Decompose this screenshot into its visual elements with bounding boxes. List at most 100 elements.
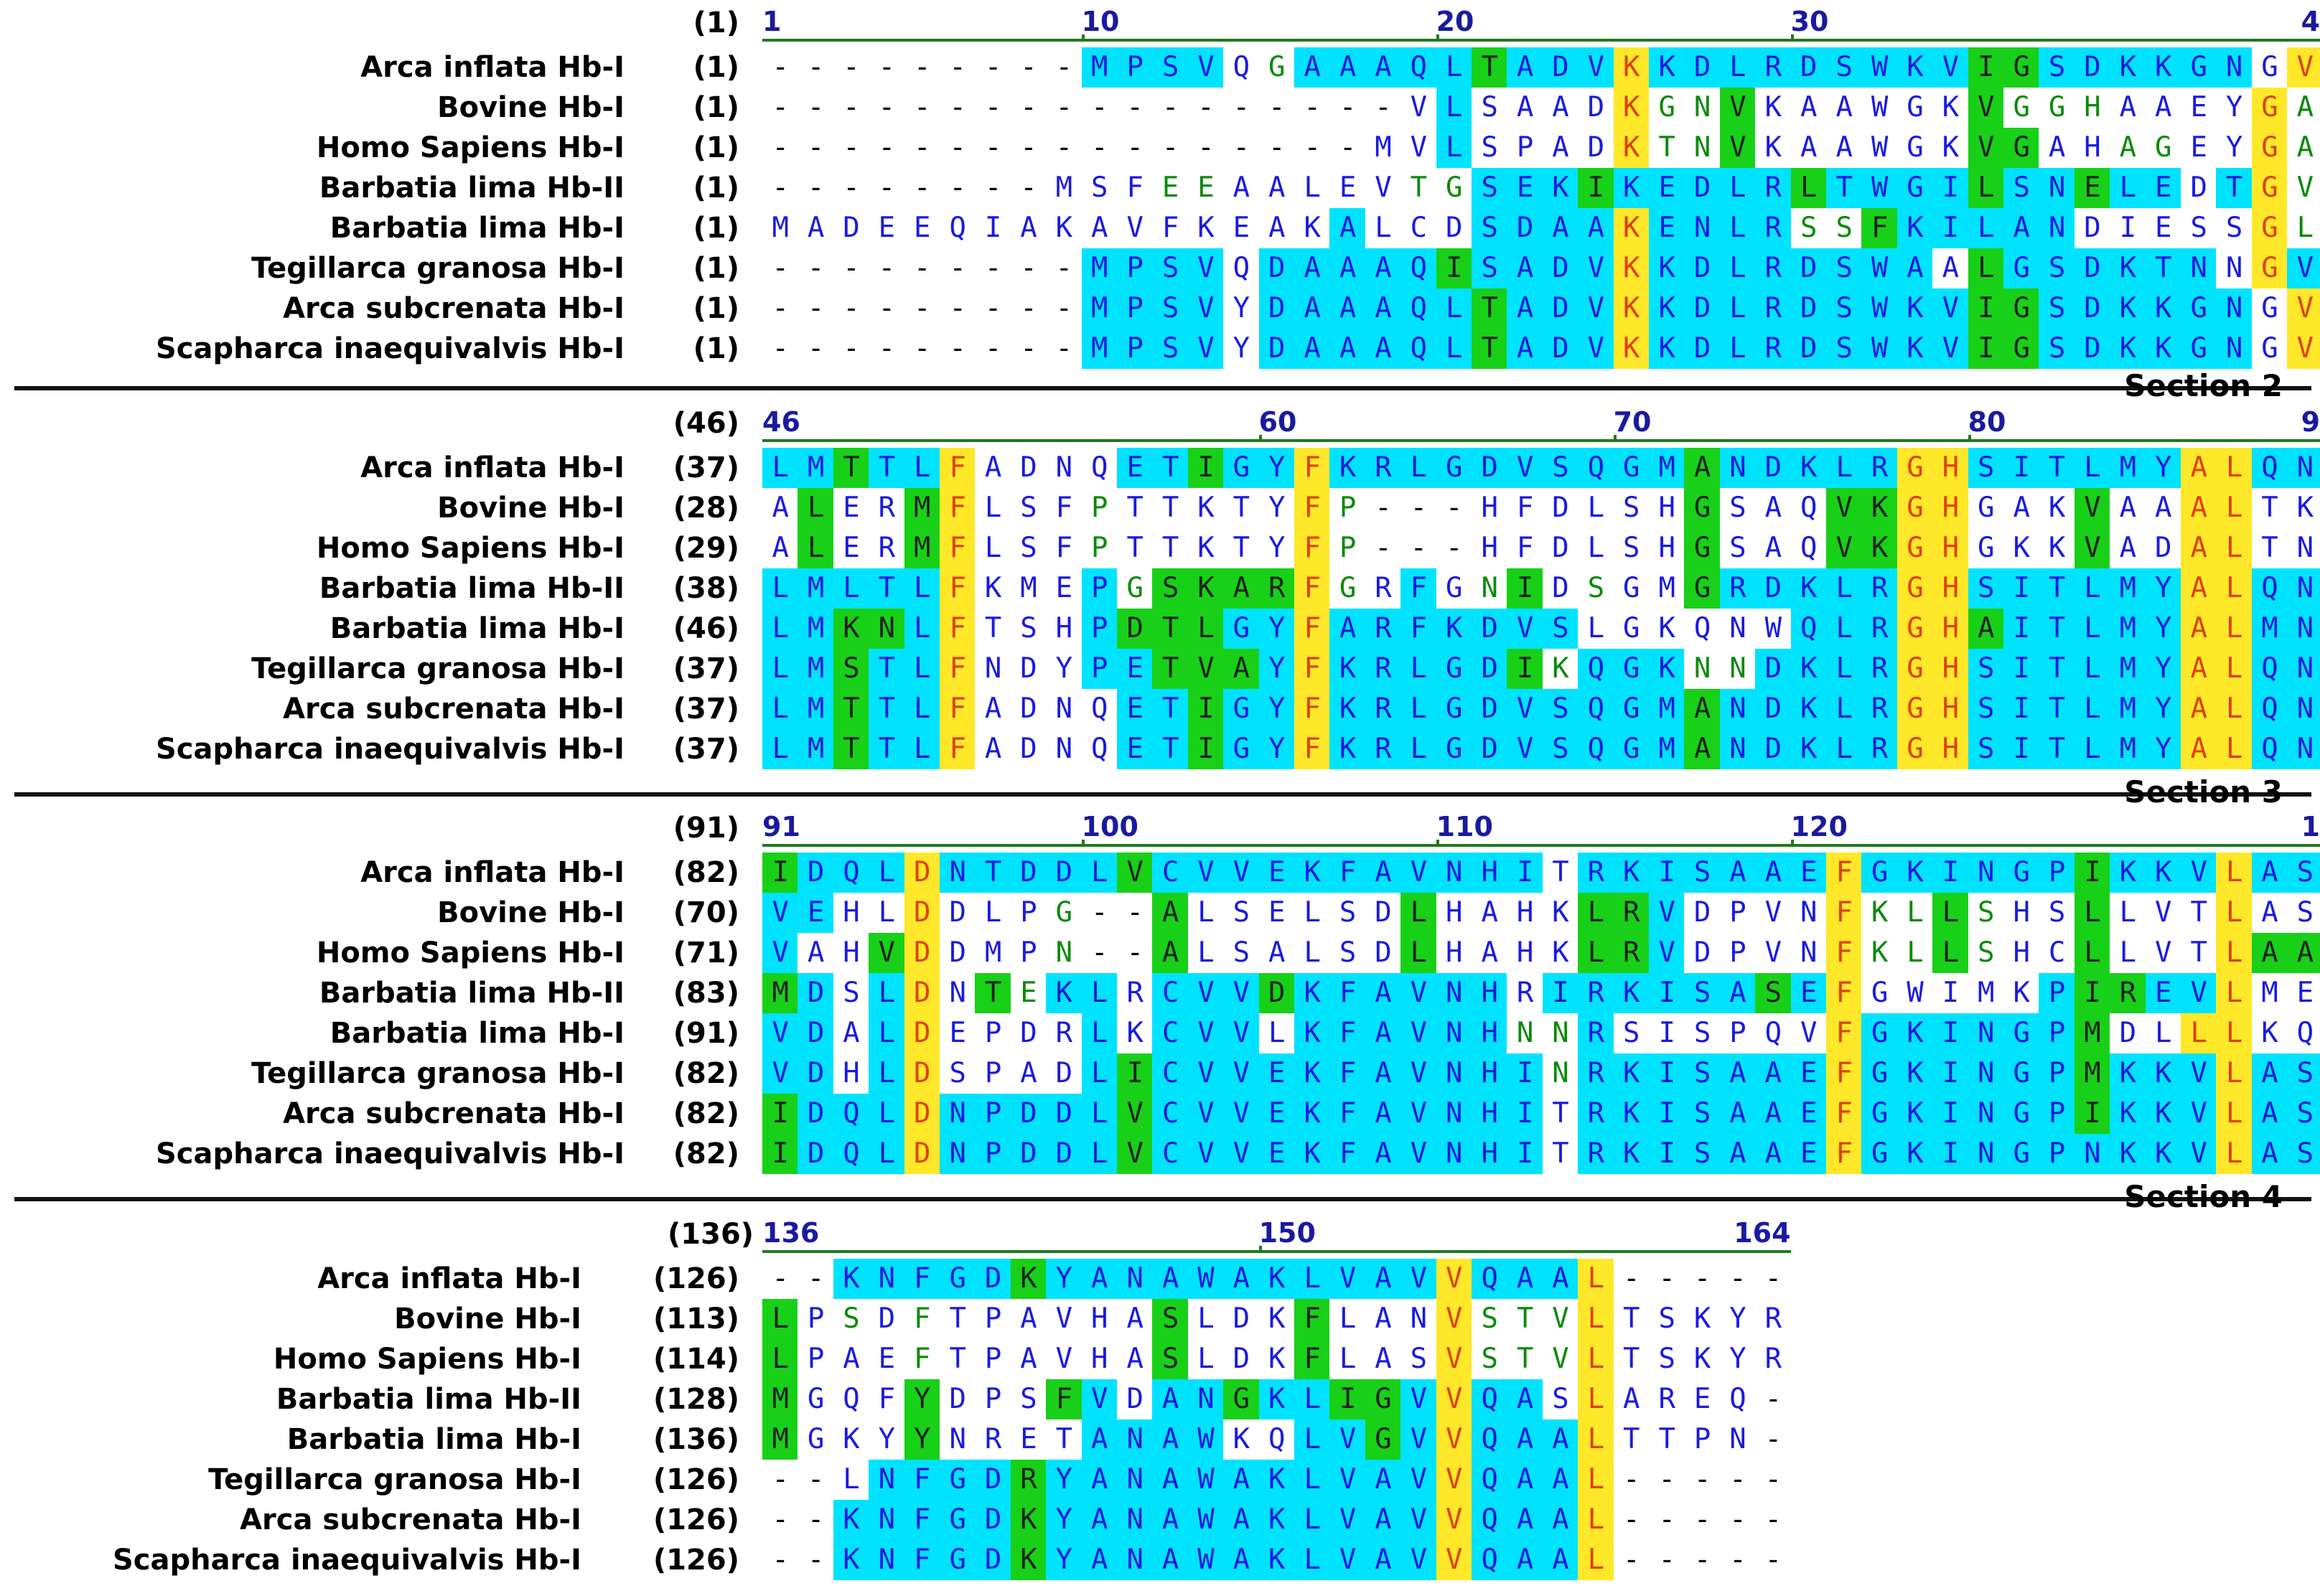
residue: F	[1329, 1134, 1366, 1174]
residue: D	[2145, 528, 2181, 568]
residue: D	[833, 208, 870, 248]
species-name: Scapharca inaequivalvis Hb-I	[113, 1544, 581, 1577]
residue: P	[975, 1094, 1011, 1134]
residue: K	[1649, 288, 1685, 329]
residue: G	[1117, 568, 1154, 609]
ruler-tick	[1258, 435, 1262, 442]
residue: H	[2074, 128, 2111, 168]
block-position-header: (136)	[668, 1218, 754, 1251]
residue: I	[1542, 973, 1579, 1013]
species-name: Barbatia lima Hb-I	[286, 1423, 581, 1456]
residue: Y	[1223, 329, 1260, 369]
residue: -	[940, 248, 976, 288]
residue: A	[2110, 528, 2146, 568]
residue: G	[2251, 288, 2288, 329]
species-name: Homo Sapiens Hb-I	[316, 532, 625, 565]
residue: T	[1472, 329, 1508, 369]
residue: W	[1861, 168, 1898, 208]
residue: G	[2039, 88, 2075, 128]
ruler-tick-label: 120	[1790, 811, 1848, 842]
residue: N	[2287, 568, 2320, 609]
residue: V	[1400, 1540, 1437, 1580]
residue: -	[1684, 1500, 1721, 1540]
ruler-tick-label: 110	[1436, 811, 1493, 842]
residue: F	[1294, 609, 1331, 649]
residue: G	[2003, 1053, 2040, 1094]
residue: E	[833, 488, 870, 528]
residue: M	[904, 528, 940, 568]
residue: D	[1046, 853, 1082, 893]
residue: K	[1649, 248, 1685, 288]
residue: Q	[940, 208, 976, 248]
residue: F	[1826, 1013, 1863, 1053]
residue: K	[1896, 47, 1934, 88]
ruler-line	[762, 844, 2320, 847]
residue: K	[1223, 1419, 1260, 1460]
residue: R	[1365, 689, 1402, 729]
residue: S	[1542, 689, 1579, 729]
residue: Q	[1400, 248, 1437, 288]
residue: W	[1187, 1259, 1225, 1299]
residue: L	[1436, 128, 1472, 168]
ruler-tick-label: 60	[1258, 406, 1297, 438]
residue: A	[1542, 1540, 1579, 1580]
section-label: Section 4	[2124, 1179, 2283, 1214]
residue: L	[2216, 1094, 2253, 1134]
residue: P	[1719, 933, 1757, 973]
residue: I	[1507, 568, 1543, 609]
residue: L	[1896, 933, 1934, 973]
residue: I	[1649, 1134, 1685, 1174]
residue: L	[869, 1053, 905, 1094]
residue: L	[1578, 1540, 1614, 1580]
residue: -	[1684, 1259, 1721, 1299]
residue: S	[1826, 288, 1863, 329]
residue: V	[1755, 933, 1792, 973]
residue: A	[1258, 933, 1295, 973]
residue: M	[2251, 973, 2288, 1013]
residue: I	[1117, 1053, 1154, 1094]
residue: H	[1649, 528, 1685, 568]
residue: S	[1684, 973, 1721, 1013]
residue: K	[2287, 488, 2320, 528]
row-start-position: (70)	[673, 896, 739, 929]
row-start-position: (28)	[673, 492, 739, 525]
residue: G	[1046, 893, 1082, 933]
residue: I	[1436, 248, 1472, 288]
residue: T	[1117, 488, 1154, 528]
residue: D	[1472, 729, 1508, 769]
residue: L	[2145, 1013, 2181, 1053]
residue: A	[2039, 128, 2075, 168]
residue: K	[2110, 1053, 2146, 1094]
residue: V	[1187, 329, 1225, 369]
residue: G	[2003, 329, 2040, 369]
residue: K	[1649, 649, 1685, 689]
residue: Q	[1719, 1379, 1757, 1419]
residue: G	[940, 1259, 976, 1299]
residue: G	[1613, 609, 1650, 649]
residue: K	[1010, 1540, 1047, 1580]
residue: H	[1932, 488, 1969, 528]
residue: A	[2181, 649, 2217, 689]
residue: K	[1294, 1134, 1331, 1174]
residue: G	[2003, 288, 2040, 329]
residue: S	[1223, 893, 1260, 933]
residue: P	[798, 1339, 834, 1379]
residue: G	[1436, 689, 1472, 729]
residue: A	[1081, 1259, 1118, 1299]
residue: T	[1223, 528, 1260, 568]
residue: -	[798, 88, 834, 128]
residue: S	[1968, 568, 2004, 609]
residue: M	[2110, 729, 2146, 769]
residue: S	[1968, 893, 2004, 933]
residue: L	[762, 448, 799, 488]
residue: L	[1932, 893, 1969, 933]
residue: G	[1436, 729, 1472, 769]
residue: M	[762, 208, 799, 248]
residue: A	[2003, 208, 2040, 248]
residue: K	[2110, 1094, 2146, 1134]
residue: T	[940, 1339, 976, 1379]
residue: A	[1329, 288, 1366, 329]
residue: F	[1826, 1053, 1863, 1094]
ruler-tick-label: 164	[1734, 1217, 1791, 1249]
residue: D	[904, 893, 940, 933]
